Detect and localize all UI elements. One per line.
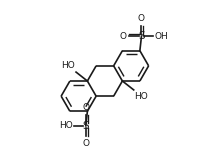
Text: HO: HO bbox=[62, 61, 75, 70]
Text: HO: HO bbox=[59, 121, 73, 130]
Text: O: O bbox=[138, 14, 145, 23]
Text: O: O bbox=[119, 32, 127, 41]
Text: O: O bbox=[82, 104, 89, 112]
Text: S: S bbox=[138, 31, 145, 41]
Text: S: S bbox=[82, 121, 89, 131]
Text: O: O bbox=[82, 139, 89, 148]
Text: OH: OH bbox=[154, 32, 168, 41]
Text: HO: HO bbox=[135, 92, 148, 101]
